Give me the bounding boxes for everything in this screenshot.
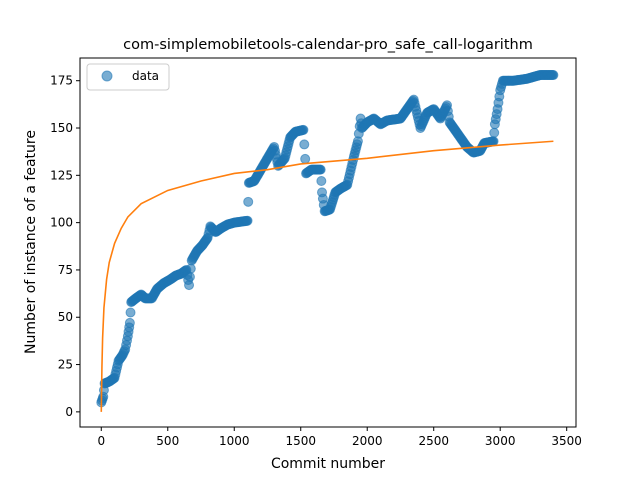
data-point: [184, 280, 195, 291]
x-tick-label: 3500: [551, 434, 582, 448]
data-point: [316, 176, 327, 186]
data-point: [243, 196, 254, 207]
data-point: [299, 139, 310, 150]
y-tick-label: 0: [65, 405, 73, 419]
x-tick-label: 500: [156, 434, 179, 448]
x-axis-label: Commit number: [271, 456, 385, 472]
legend-label-data: data: [132, 69, 159, 83]
data-point: [298, 124, 309, 135]
legend-marker-data: [101, 70, 113, 82]
axes-frame: [79, 57, 577, 428]
data-point: [125, 307, 136, 318]
plot-area: [96, 70, 559, 412]
x-axis: 0 500 1000 1500 2000 2500 3000 3500: [97, 427, 582, 448]
data-point: [548, 70, 559, 81]
y-tick-label: 125: [50, 168, 73, 182]
x-tick-label: 2000: [352, 434, 383, 448]
data-point: [242, 215, 253, 226]
x-tick-label: 1000: [219, 434, 250, 448]
y-tick-label: 50: [58, 310, 73, 324]
data-point: [315, 164, 326, 175]
data-point: [300, 153, 311, 164]
data-point: [488, 136, 499, 147]
y-axis-label: Number of instance of a feature: [23, 130, 39, 354]
x-tick-label: 3000: [485, 434, 516, 448]
data-point: [185, 263, 196, 274]
x-tick-label: 0: [97, 434, 105, 448]
logarithm-fit-line: [100, 140, 554, 412]
y-axis: 0 25 50 75 100 125 150 175: [50, 74, 80, 419]
legend-box: [86, 63, 170, 91]
x-tick-label: 2500: [418, 434, 449, 448]
chart-title: com-simplemobiletools-calendar-pro_safe_…: [123, 37, 533, 53]
legend: data: [86, 63, 170, 91]
y-tick-label: 100: [50, 216, 73, 230]
data-point: [124, 317, 135, 328]
data-point: [184, 271, 195, 282]
x-tick-label: 1500: [285, 434, 316, 448]
y-tick-label: 150: [50, 121, 73, 135]
data-point: [489, 127, 500, 138]
y-tick-label: 75: [58, 263, 73, 277]
y-tick-label: 25: [58, 358, 73, 372]
y-tick-label: 175: [50, 74, 73, 88]
